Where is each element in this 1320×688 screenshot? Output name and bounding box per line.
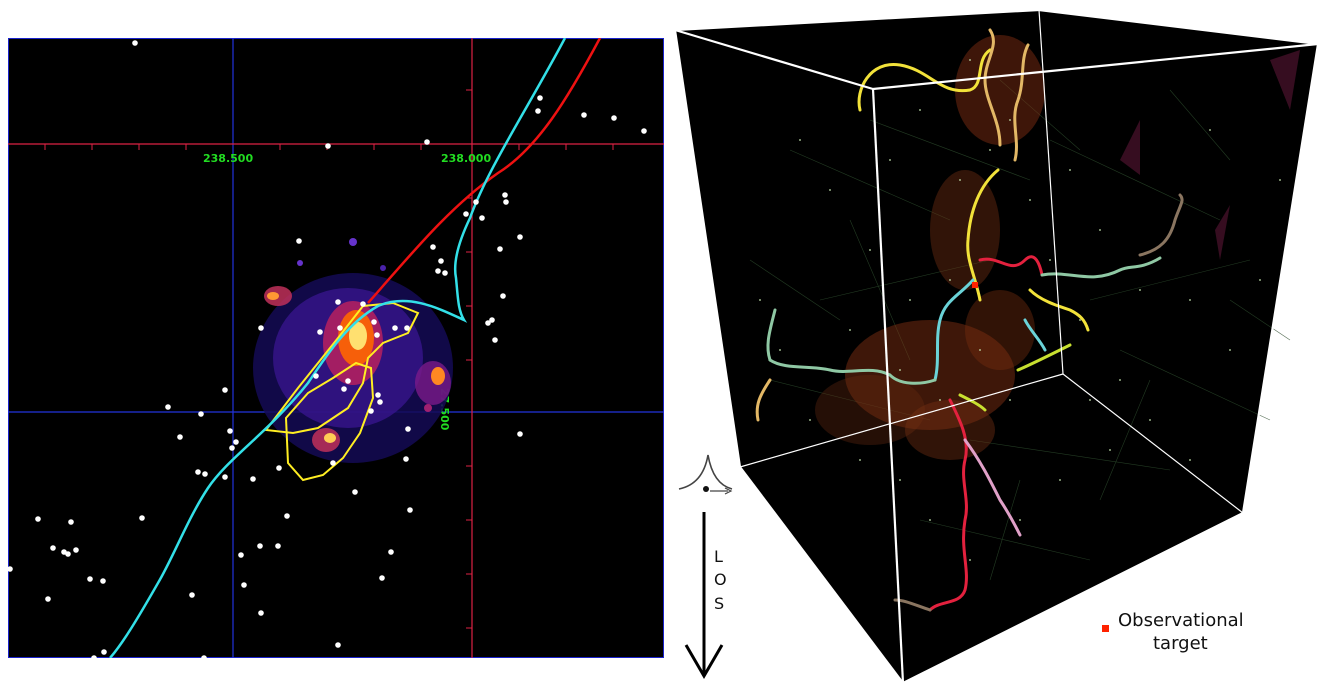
filament-cyan-small: [1023, 318, 1047, 352]
filament-cyan-center: [933, 278, 975, 382]
legend-line-2: target: [1153, 633, 1208, 654]
filament-yellow-mid: [966, 168, 1000, 302]
los-letter-l: L: [714, 547, 723, 566]
xray-emission: [253, 238, 453, 463]
cube-volume: [675, 10, 1318, 683]
los-letter-o: O: [714, 570, 727, 589]
los-letter-s: S: [714, 594, 724, 613]
filament-tan-top: [983, 28, 1002, 147]
filament-lime-small: [958, 393, 987, 412]
legend-line-1: Observational: [1118, 610, 1244, 631]
yellow-contour: [264, 301, 420, 482]
red-track: [367, 37, 602, 304]
sky-map-panel: 238.500 238.000 27.500: [7, 37, 665, 661]
filament-lime-right: [1016, 343, 1072, 372]
filaments: [755, 28, 1184, 612]
cosmic-web-network: [749, 79, 1291, 581]
legend-marker: [1102, 625, 1109, 632]
filament-green-left-up: [766, 308, 777, 362]
filament-green-right: [1040, 256, 1162, 279]
eye-icon: [678, 454, 733, 495]
filament-red-mid: [978, 255, 1044, 277]
observational-target-marker: [972, 282, 978, 288]
filament-tan-left: [755, 378, 772, 422]
cyan-track: [109, 37, 567, 659]
filament-green-left: [768, 358, 937, 385]
filament-brown-right: [1138, 193, 1184, 257]
filament-yellow-right: [1028, 288, 1090, 332]
cube-view: L O S Observational target: [673, 8, 1320, 684]
cube-wireframe: [673, 8, 1320, 684]
los-arrow: [684, 512, 724, 679]
filament-pink-bottom: [963, 438, 1022, 537]
sky-map: 238.500 238.000 27.500: [7, 37, 665, 661]
ra-label-238000: 238.000: [441, 152, 491, 165]
ra-ticks: [466, 89, 472, 629]
cube-view-panel: L O S Observational target: [670, 0, 1320, 684]
source-points: [7, 40, 647, 661]
filament-brown-bottom: [893, 598, 932, 612]
filament-tan-right: [1013, 43, 1030, 162]
filament-yellow-top: [857, 48, 992, 112]
ra-label-238500: 238.500: [203, 152, 253, 165]
